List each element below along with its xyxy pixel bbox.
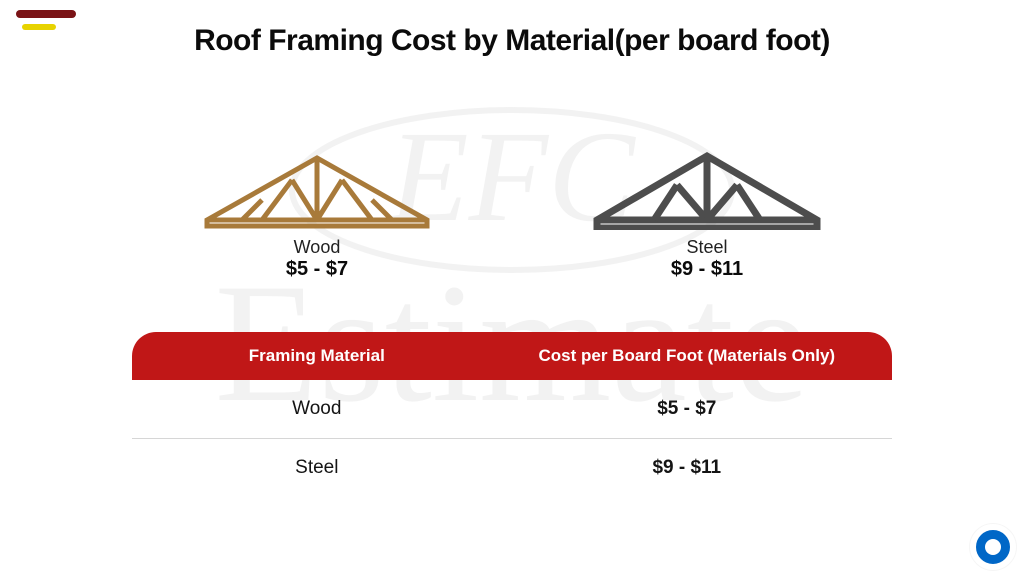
table-header-cell: Framing Material xyxy=(132,346,482,366)
page-title: Roof Framing Cost by Material(per board … xyxy=(0,24,1024,58)
table-cell: $5 - $7 xyxy=(482,398,892,420)
truss-card-wood: Wood $5 - $7 xyxy=(202,150,432,281)
truss-price: $5 - $7 xyxy=(202,258,432,281)
table-header-cell: Cost per Board Foot (Materials Only) xyxy=(482,346,892,366)
table-row: Steel $9 - $11 xyxy=(132,439,892,497)
watermark-subline: FLORIDA CONSULTING xyxy=(231,508,792,540)
table-header: Framing Material Cost per Board Foot (Ma… xyxy=(132,332,892,380)
table-row: Wood $5 - $7 xyxy=(132,380,892,439)
truss-price: $9 - $11 xyxy=(592,258,822,281)
cost-table: Framing Material Cost per Board Foot (Ma… xyxy=(132,332,892,497)
chat-bubble-icon[interactable] xyxy=(970,524,1016,570)
table-cell: $9 - $11 xyxy=(482,457,892,479)
truss-card-steel: Steel $9 - $11 xyxy=(592,150,822,281)
table-cell: Steel xyxy=(132,457,482,479)
truss-label: Wood xyxy=(202,237,432,258)
truss-label: Steel xyxy=(592,237,822,258)
table-cell: Wood xyxy=(132,398,482,420)
chat-bubble-inner xyxy=(985,539,1001,555)
steel-truss-icon xyxy=(592,150,822,230)
truss-row: Wood $5 - $7 Steel $9 - $11 xyxy=(0,150,1024,281)
logo-bar-top xyxy=(16,10,76,18)
wood-truss-icon xyxy=(202,150,432,230)
